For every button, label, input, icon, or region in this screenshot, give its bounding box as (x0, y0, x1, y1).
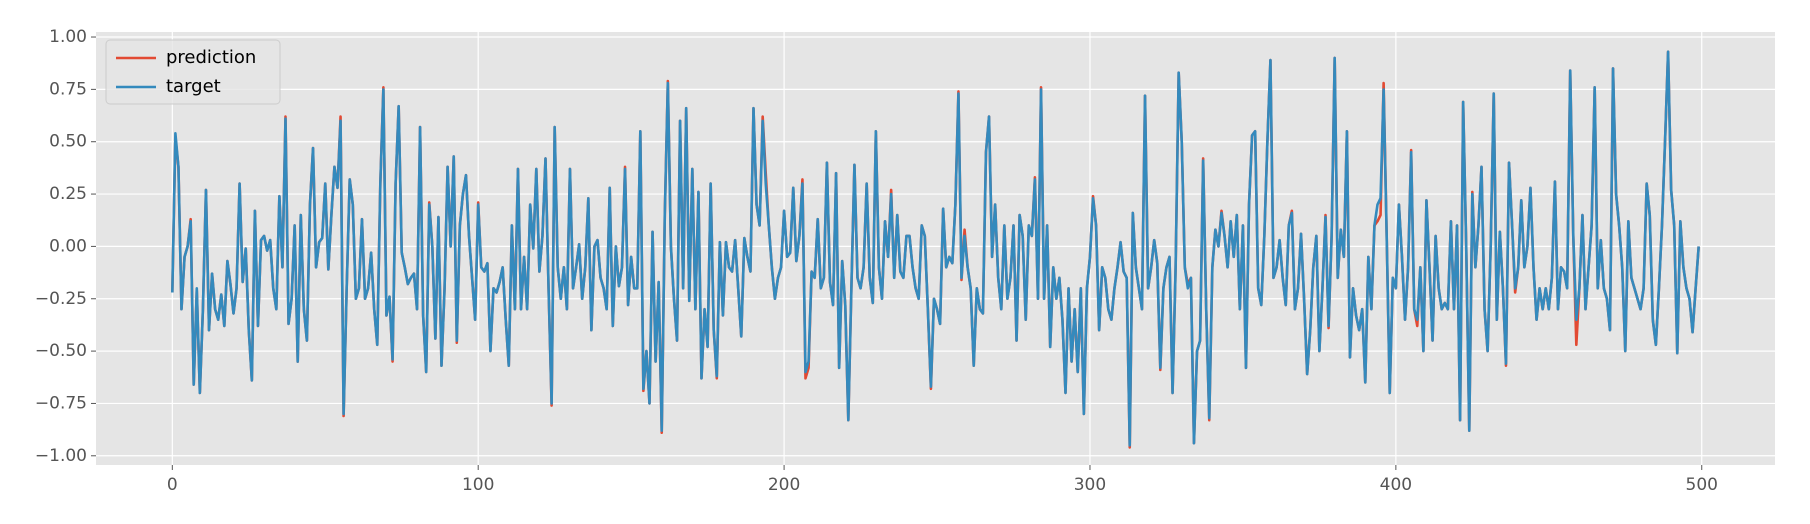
y-tick-label: 0.00 (49, 236, 87, 256)
x-tick-label: 400 (1380, 475, 1412, 495)
x-tick-label: 300 (1074, 475, 1106, 495)
y-tick-label: −0.75 (35, 393, 87, 413)
y-tick-label: 0.25 (49, 184, 87, 204)
lines (171, 50, 1700, 449)
legend-label: target (166, 76, 221, 97)
x-tick-label: 100 (462, 475, 494, 495)
y-tick-label: −0.50 (35, 341, 87, 361)
legend-label: prediction (166, 47, 256, 68)
y-tick-label: −0.25 (35, 289, 87, 309)
x-tick-label: 500 (1686, 475, 1718, 495)
x-tick-label: 200 (768, 475, 800, 495)
y-tick-label: 0.75 (49, 79, 87, 99)
legend: prediction target (105, 39, 281, 105)
ticks: 0 100 200 300 400 500 −1.00 −0.75 −0.50 −0.25 0.00… (35, 27, 1718, 495)
y-tick-label: 1.00 (49, 27, 87, 47)
y-tick-label: −1.00 (35, 446, 87, 466)
series-line (171, 50, 1700, 447)
x-tick-label: 0 (167, 475, 178, 495)
y-tick-label: 0.50 (49, 132, 87, 152)
